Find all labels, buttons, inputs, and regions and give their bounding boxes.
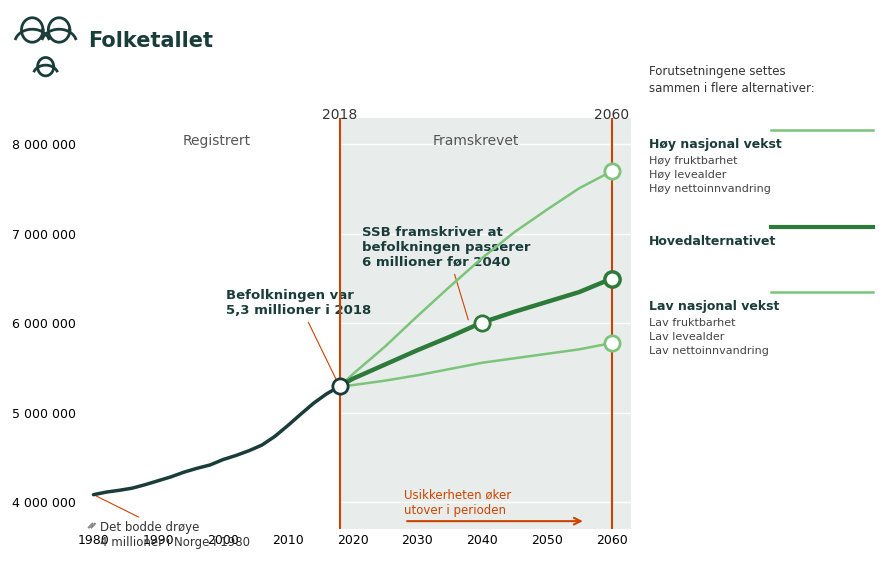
- Text: Høy nasjonal vekst: Høy nasjonal vekst: [648, 138, 780, 151]
- Text: Forutsetningene settes
sammen i flere alternativer:: Forutsetningene settes sammen i flere al…: [648, 65, 814, 95]
- Text: Framskrevet: Framskrevet: [432, 133, 519, 148]
- Text: Lav nasjonal vekst: Lav nasjonal vekst: [648, 300, 779, 313]
- Text: Hovedalternativet: Hovedalternativet: [648, 235, 775, 248]
- Text: 2018: 2018: [322, 108, 357, 122]
- Text: Lav fruktbarhet
Lav levealder
Lav nettoinnvandring: Lav fruktbarhet Lav levealder Lav nettoi…: [648, 318, 768, 356]
- Text: Registrert: Registrert: [182, 133, 250, 148]
- Text: Befolkningen var
5,3 millioner i 2018: Befolkningen var 5,3 millioner i 2018: [226, 289, 371, 384]
- Text: 2060: 2060: [594, 108, 628, 122]
- Text: Usikkerheten øker
utover i perioden: Usikkerheten øker utover i perioden: [404, 489, 511, 517]
- Text: Høy fruktbarhet
Høy levealder
Høy nettoinnvandring: Høy fruktbarhet Høy levealder Høy nettoi…: [648, 156, 770, 194]
- Text: Det bodde drøye
4 millioner i Norge i 1980: Det bodde drøye 4 millioner i Norge i 19…: [96, 496, 249, 549]
- Text: SSB framskriver at
befolkningen passerer
6 millioner før 2040: SSB framskriver at befolkningen passerer…: [362, 226, 530, 320]
- Text: Folketallet: Folketallet: [88, 31, 213, 51]
- Bar: [339, 118, 630, 529]
